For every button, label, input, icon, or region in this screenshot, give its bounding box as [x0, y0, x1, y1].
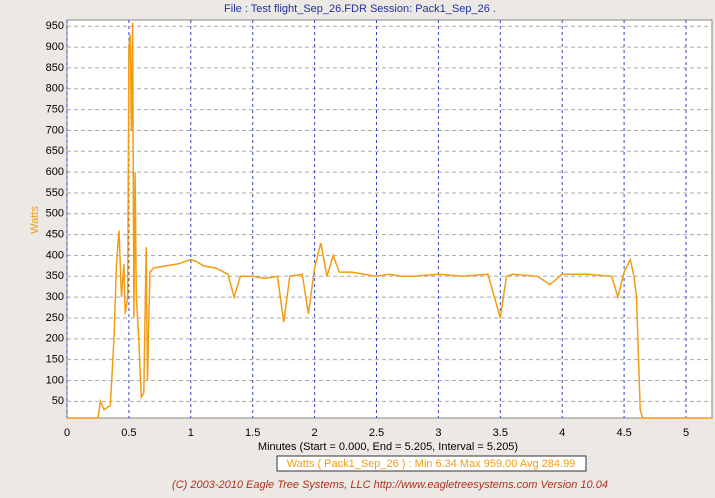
y-tick-label: 650: [46, 145, 64, 157]
x-tick-label: 3: [435, 427, 441, 439]
x-axis-label: Minutes (Start = 0.000, End = 5.205, Int…: [258, 441, 518, 453]
y-tick-label: 800: [46, 83, 64, 95]
y-tick-label: 850: [46, 62, 64, 74]
x-tick-label: 4.5: [616, 427, 631, 439]
y-tick-label: 400: [46, 249, 64, 261]
footer: (C) 2003-2010 Eagle Tree Systems, LLC ht…: [172, 479, 608, 491]
x-tick-label: 1.5: [245, 427, 260, 439]
y-tick-label: 100: [46, 374, 64, 386]
y-tick-label: 700: [46, 124, 64, 136]
chart-title: File : Test flight_Sep_26.FDR Session: P…: [224, 3, 496, 15]
y-tick-label: 900: [46, 41, 64, 53]
y-tick-label: 350: [46, 270, 64, 282]
x-tick-label: 0.5: [121, 427, 136, 439]
y-tick-label: 500: [46, 208, 64, 220]
x-tick-label: 5: [683, 427, 689, 439]
y-tick-label: 50: [52, 395, 64, 407]
x-tick-label: 2: [312, 427, 318, 439]
legend-text: Watts ( Pack1_Sep_26 ) : Min 6.34 Max 95…: [287, 458, 576, 470]
y-tick-label: 600: [46, 166, 64, 178]
legend-box: [276, 455, 587, 472]
y-axis-label: Watts: [29, 206, 41, 234]
x-tick-label: 4: [559, 427, 565, 439]
y-tick-label: 450: [46, 229, 64, 241]
x-tick-label: 1: [188, 427, 194, 439]
x-tick-label: 3.5: [493, 427, 508, 439]
y-tick-label: 300: [46, 291, 64, 303]
y-tick-label: 550: [46, 187, 64, 199]
data-line: [67, 22, 711, 419]
y-tick-label: 950: [46, 20, 64, 32]
x-tick-label: 0: [64, 427, 70, 439]
y-tick-label: 200: [46, 333, 64, 345]
plot-area: [66, 19, 713, 419]
y-tick-label: 750: [46, 104, 64, 116]
y-tick-label: 150: [46, 354, 64, 366]
y-tick-label: 250: [46, 312, 64, 324]
x-tick-label: 2.5: [369, 427, 384, 439]
